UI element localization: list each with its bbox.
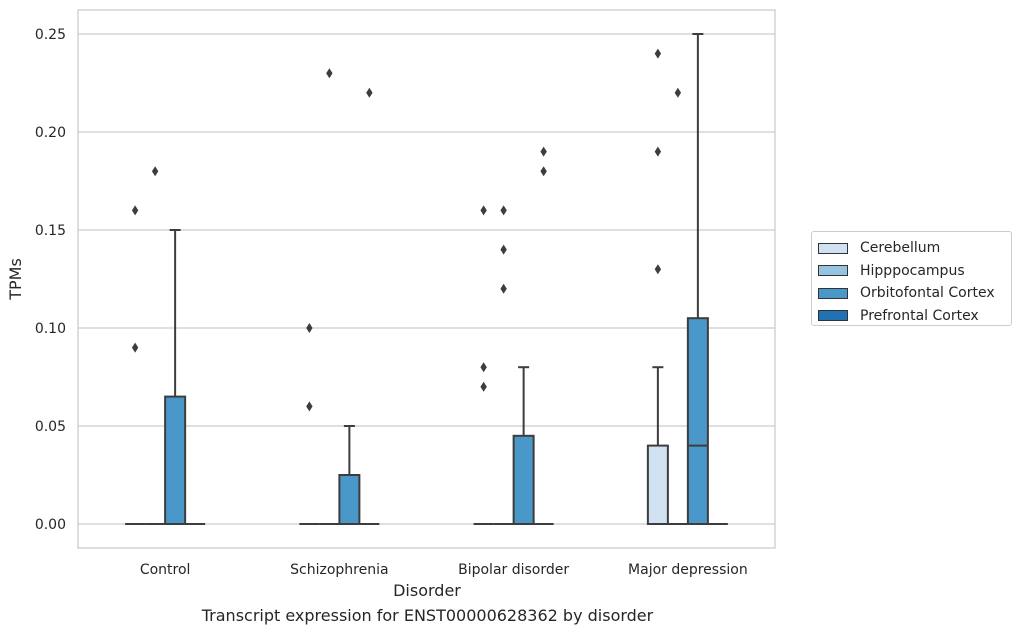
x-tick-label: Bipolar disorder [458,562,569,578]
y-tick-label: 0.20 [35,125,66,141]
outlier-points [131,48,682,412]
outlier-point [131,342,139,353]
y-tick-labels: 0.00 0.05 0.10 0.15 0.20 0.25 [35,27,66,533]
box-orbitofontal-cortex [512,366,535,525]
outlier-point [654,146,662,157]
outlier-point [480,362,487,373]
outlier-point [366,87,373,98]
x-tick-label: Major depression [628,562,748,578]
y-tick-label: 0.25 [35,27,66,43]
x-axis-label: Disorder [393,581,461,600]
box-cerebellum [646,366,669,526]
figure-caption: Transcript expression for ENST0000062836… [201,606,654,625]
y-tick-label: 0.00 [35,517,66,533]
legend-label: Cerebellum [860,240,941,257]
outlier-point [654,264,662,275]
box [512,434,535,525]
outlier-point [480,381,487,392]
legend-item: Orbitofontal Cortex [818,282,1011,305]
y-tick-label: 0.15 [35,223,66,239]
box-orbitofontal-cortex [338,425,361,525]
legend-swatch [818,287,848,299]
outlier-point [674,87,682,98]
x-tick-label: Control [140,562,191,578]
legend-swatch [818,265,848,277]
legend-swatch [818,242,848,254]
outlier-point [500,283,507,294]
box [164,395,187,526]
x-tick-labels: Control Schizophrenia Bipolar disorder Majo… [140,562,748,578]
outlier-point [654,48,662,59]
legend-item: Cerebellum [818,237,1011,260]
y-tick-label: 0.10 [35,321,66,337]
legend-label: Prefrontal Cortex [860,307,979,324]
legend-label: Hipppocampus [860,262,965,279]
y-tick-label: 0.05 [35,419,66,435]
plot-frame [77,9,776,549]
outlier-point [326,68,333,79]
y-axis-label: TPMs [6,258,25,301]
outlier-point [306,323,313,333]
outlier-point [151,166,159,177]
outlier-point [306,401,313,412]
box-plot-boxes [125,33,728,526]
legend-item: Hipppocampus [818,260,1011,283]
box [646,444,669,526]
box [686,317,709,526]
box-orbitofontal-cortex [164,229,187,526]
x-tick-label: Schizophrenia [290,562,388,578]
outlier-point [500,205,507,216]
box [338,474,361,525]
outlier-point [540,166,547,177]
legend-item: Prefrontal Cortex [818,305,1011,328]
outlier-point [480,205,487,216]
legend: Cerebellum Hipppocampus Orbitofontal Corte… [811,231,1012,326]
legend-swatch [818,310,848,322]
outlier-point [131,205,139,216]
outlier-point [540,146,547,157]
outlier-point [500,244,507,255]
legend-label: Orbitofontal Cortex [860,285,995,302]
box-orbitofontal-cortex [686,33,709,526]
